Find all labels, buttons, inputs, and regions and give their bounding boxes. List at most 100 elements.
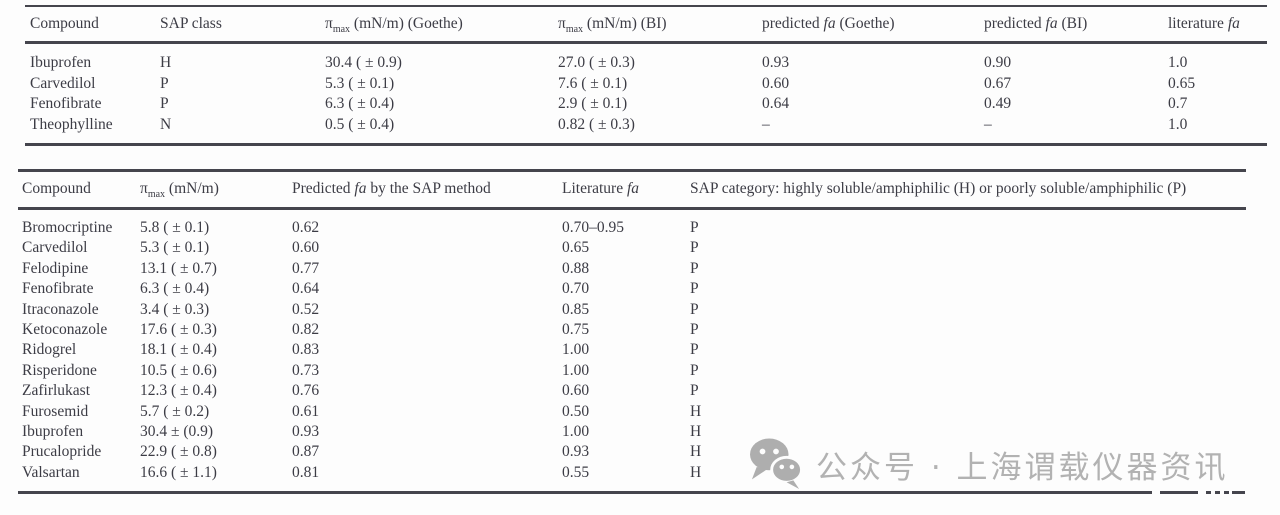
cell: 1.0 [1168, 115, 1188, 133]
cell: P [690, 341, 699, 359]
header-italic: fa [354, 180, 367, 197]
header-label: predicted [984, 15, 1046, 32]
table-bottom: Compound πmax (mN/m) Predicted fa by the… [22, 171, 1246, 483]
cell: 6.3 ( ± 0.4) [325, 95, 395, 112]
cell: H [690, 423, 702, 441]
column-header: Predicted fa by the SAP method [292, 171, 562, 207]
column-header: πmax (mN/m) [140, 171, 292, 207]
header-label: Predicted [292, 180, 355, 197]
table2-bottom-rule-dot [1206, 491, 1211, 494]
table-row: Prucalopride 22.9 ( ± 0.8) 0.87 0.93 H [22, 442, 1246, 462]
cell: Valsartan [22, 463, 80, 481]
column-header: Compound [30, 7, 160, 41]
table-row: Itraconazole 3.4 ( ± 0.3) 0.52 0.85 P [22, 300, 1246, 320]
cell: 0.90 [984, 54, 1012, 71]
header-italic: fa [626, 180, 640, 197]
cell: P [690, 321, 699, 339]
cell: P [690, 382, 699, 400]
watermark-text: 公众号 · 上海谓载仪器资讯 [816, 449, 1229, 486]
cell: H [160, 54, 172, 71]
cell: 0.65 [1168, 74, 1196, 92]
table1-header-rule [25, 41, 1267, 44]
cell: 0.60 [562, 382, 590, 400]
cell: – [984, 115, 992, 133]
header-label: Literature [562, 180, 627, 197]
table1-top-rule [25, 5, 1267, 7]
cell: – [762, 115, 770, 133]
header-label: (Goethe) [835, 15, 895, 32]
cell: 0.67 [984, 74, 1012, 92]
column-header: SAP category: highly soluble/amphiphilic… [690, 171, 1246, 207]
cell: 1.0 [1168, 54, 1188, 71]
table-row: Furosemid 5.7 ( ± 0.2) 0.61 0.50 H [22, 402, 1246, 422]
cell: Fenofibrate [22, 280, 94, 298]
header-italic: fa [1045, 15, 1058, 32]
cell: 0.70 [562, 280, 590, 298]
cell: 1.00 [562, 361, 590, 379]
cell: 0.70–0.95 [562, 219, 624, 236]
cell: Felodipine [22, 259, 89, 277]
table2-bottom-rule [18, 491, 1152, 494]
header-label: π [558, 15, 566, 32]
cell: 16.6 ( ± 1.1) [140, 463, 217, 481]
header-label: predicted [762, 15, 824, 32]
column-header: Compound [22, 171, 140, 207]
table-row: Carvedilol 5.3 ( ± 0.1) 0.60 0.65 P [22, 238, 1246, 258]
cell: 5.7 ( ± 0.2) [140, 402, 210, 420]
cell: P [690, 361, 699, 379]
cell: 0.93 [292, 423, 320, 441]
cell: H [690, 443, 702, 461]
header-label: (mN/m) [165, 180, 219, 197]
cell: Ketoconazole [22, 321, 108, 339]
cell: 0.55 [562, 463, 590, 481]
column-header: πmax (mN/m) (BI) [558, 7, 762, 41]
cell: 0.88 [562, 259, 590, 277]
cell: P [690, 259, 699, 277]
cell: Carvedilol [30, 74, 96, 92]
table-header-row: Compound SAP class πmax (mN/m) (Goethe) … [30, 7, 1267, 41]
cell: Theophylline [30, 115, 113, 133]
header-label: Compound [22, 180, 91, 197]
table-row: Ridogrel 18.1 ( ± 0.4) 0.83 1.00 P [22, 340, 1246, 360]
column-header: predicted fa (Goethe) [762, 7, 984, 41]
table-top: Compound SAP class πmax (mN/m) (Goethe) … [30, 7, 1267, 135]
header-label: (BI) [1057, 15, 1088, 32]
cell: 27.0 ( ± 0.3) [558, 54, 635, 71]
cell: Furosemid [22, 402, 89, 420]
cell: P [160, 95, 169, 112]
header-label: π [140, 180, 148, 197]
cell: 0.93 [762, 54, 790, 71]
header-subscript: max [332, 24, 351, 36]
column-header: πmax (mN/m) (Goethe) [325, 7, 558, 41]
cell: 0.75 [562, 321, 590, 339]
cell: Prucalopride [22, 443, 102, 461]
table-row: Ketoconazole 17.6 ( ± 0.3) 0.82 0.75 P [22, 320, 1246, 340]
header-label: (mN/m) (BI) [583, 15, 667, 32]
table-row: Ibuprofen H 30.4 ( ± 0.9) 27.0 ( ± 0.3) … [30, 41, 1267, 74]
cell: N [160, 115, 172, 133]
cell: 0.77 [292, 259, 320, 277]
header-subscript: max [147, 189, 166, 201]
cell: 10.5 ( ± 0.6) [140, 361, 217, 379]
header-label: SAP class [160, 15, 222, 32]
table-row: Felodipine 13.1 ( ± 0.7) 0.77 0.88 P [22, 259, 1246, 279]
cell: 0.62 [292, 219, 320, 236]
wechat-icon [750, 438, 803, 490]
cell: 1.00 [562, 423, 590, 441]
cell: 30.4 ± (0.9) [140, 423, 214, 441]
table1-bottom-rule [25, 143, 1267, 146]
cell: 0.65 [562, 239, 590, 257]
cell: 0.49 [984, 95, 1012, 112]
table2-bottom-rule-dash [1232, 491, 1245, 494]
cell: Fenofibrate [30, 95, 102, 112]
cell: 17.6 ( ± 0.3) [140, 321, 217, 339]
cell: 5.8 ( ± 0.1) [140, 219, 210, 236]
cell: 0.52 [292, 300, 320, 318]
cell: Carvedilol [22, 239, 88, 257]
cell: 0.60 [762, 74, 790, 92]
cell: 0.85 [562, 300, 590, 318]
header-italic: fa [823, 15, 836, 32]
table-row: Bromocriptine 5.8 ( ± 0.1) 0.62 0.70–0.9… [22, 207, 1246, 238]
cell: 0.50 [562, 402, 590, 420]
